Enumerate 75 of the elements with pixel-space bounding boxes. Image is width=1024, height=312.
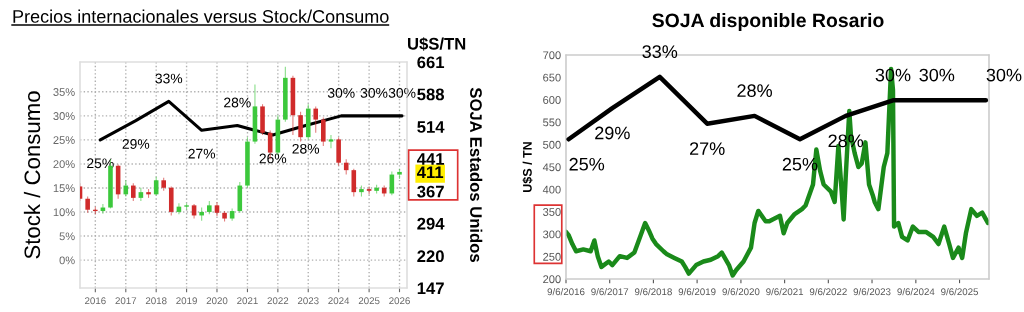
x-tick-label: 9/6/2019 xyxy=(678,288,716,296)
y-tick-label: 35% xyxy=(53,88,75,96)
x-tick-label: 2019 xyxy=(176,297,197,305)
y-tick-label: 350 xyxy=(543,208,561,216)
x-tick-label: 9/6/2024 xyxy=(897,288,935,296)
data-label: 27% xyxy=(188,148,216,159)
data-label: 25% xyxy=(569,157,605,171)
data-label: 28% xyxy=(292,143,320,154)
x-tick-label: 2017 xyxy=(115,297,137,305)
data-label: 33% xyxy=(642,45,678,59)
x-tick-label: 2026 xyxy=(389,297,410,305)
y2-axis-title: SOJA Estados Unidos xyxy=(470,87,483,262)
y-tick-label: 600 xyxy=(543,96,561,104)
x-tick-label: 9/6/2017 xyxy=(591,288,629,296)
y-axis-title: U$S / TN xyxy=(522,142,533,192)
x-tick-label: 2025 xyxy=(358,297,380,305)
candlestick xyxy=(138,187,144,202)
x-tick-label: 9/6/2023 xyxy=(853,288,891,296)
y-tick-label: 450 xyxy=(542,163,561,172)
y-tick-label: 20% xyxy=(53,160,75,169)
x-tick-label: 9/6/2018 xyxy=(634,288,672,296)
data-label: 30% xyxy=(360,88,388,98)
y2-tick-label: 588 xyxy=(417,88,445,101)
x-tick-label: 2020 xyxy=(206,297,228,305)
y-tick-label: 30% xyxy=(53,112,75,120)
data-label: 28% xyxy=(737,84,772,98)
x-tick-label: 2016 xyxy=(85,297,106,305)
y-tick-label: 300 xyxy=(543,230,561,239)
text: U$S/TN xyxy=(408,37,466,51)
x-tick-label: 9/6/2016 xyxy=(547,288,585,296)
y2-tick-label: 514 xyxy=(417,121,445,133)
data-label: 30% xyxy=(919,68,955,82)
y2-tick-label: 661 xyxy=(417,56,445,69)
y-axis-title: Stock / Consumo xyxy=(23,91,41,259)
data-label: 29% xyxy=(122,139,150,149)
data-label: 27% xyxy=(690,142,725,155)
data-label: 25% xyxy=(87,158,114,169)
y-tick-label: 250 xyxy=(543,252,561,261)
y-tick-label: 550 xyxy=(543,118,561,127)
x-tick-label: 2022 xyxy=(267,297,289,305)
data-label: 30% xyxy=(327,88,355,98)
candlestick xyxy=(328,134,334,149)
y-tick-label: 650 xyxy=(543,73,561,82)
x-tick-label: 2023 xyxy=(297,297,319,305)
data-label: 30% xyxy=(388,88,416,98)
x-tick-label: 9/6/2021 xyxy=(766,288,804,296)
x-tick-label: 2021 xyxy=(237,297,258,305)
y2-tick-label: 294 xyxy=(417,217,445,230)
y-tick-label: 0% xyxy=(59,256,75,265)
y-tick-label: 700 xyxy=(543,51,561,60)
data-label: 26% xyxy=(259,153,287,164)
y-tick-label: 5% xyxy=(59,232,75,241)
y-tick-label: 25% xyxy=(53,136,75,145)
x-tick-label: 9/6/2025 xyxy=(941,288,979,296)
y2-tick-label: 147 xyxy=(417,282,444,295)
data-label: 33% xyxy=(155,73,183,84)
chart-title: SOJA disponible Rosario xyxy=(652,12,884,32)
chart-title: Precios internacionales versus Stock/Consumo xyxy=(13,9,389,23)
y-tick-label: 400 xyxy=(542,185,561,194)
y-tick-label: 200 xyxy=(543,275,561,284)
y2-tick-label: 367 xyxy=(417,185,444,198)
data-label: 29% xyxy=(595,126,630,140)
data-label: 30% xyxy=(986,68,1022,82)
x-tick-label: 9/6/2022 xyxy=(809,288,847,296)
y-tick-label: 10% xyxy=(53,208,75,217)
candlestick xyxy=(366,185,372,195)
x-tick-label: 9/6/2020 xyxy=(722,288,760,296)
data-label: 28% xyxy=(224,97,251,108)
y2-tick-label: 220 xyxy=(417,250,444,263)
y2-tick-label: 441 xyxy=(416,153,445,165)
x-tick-label: 2018 xyxy=(145,297,167,305)
y-tick-label: 15% xyxy=(53,184,75,193)
y2-tick-label: 411 xyxy=(416,166,444,178)
y-tick-label: 500 xyxy=(543,140,561,149)
x-tick-label: 2024 xyxy=(328,297,350,305)
